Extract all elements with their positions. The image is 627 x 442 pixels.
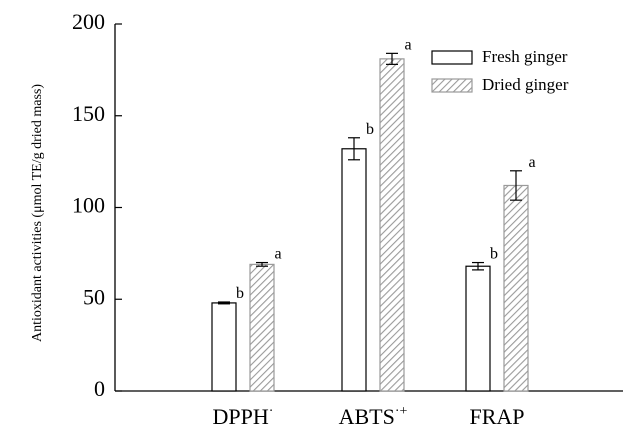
y-tick-label: 50 [83,284,105,309]
significance-letter: b [490,246,498,263]
bar-dried [249,263,275,392]
y-tick-label: 100 [72,193,105,218]
significance-letter: a [528,154,535,171]
category-label: ABTS·+ [339,404,408,429]
bar-fresh [341,148,367,392]
significance-letter: a [274,246,281,263]
category-label: FRAP [469,404,524,429]
legend-swatch-dried [431,78,473,93]
category-label-base: DPPH [213,404,269,429]
category-label-superscript: ·+ [395,404,408,419]
y-tick-label: 0 [94,376,105,401]
y-tick-label: 150 [72,101,105,126]
bar-dried [379,58,405,392]
y-tick-label: 200 [72,9,105,34]
bar-fresh [211,302,237,392]
category-label: DPPH· [213,404,274,429]
legend-swatch-fresh [431,50,473,65]
y-axis-label: Antioxidant activities (μmol TE/g dried … [30,84,45,342]
significance-letter: b [366,121,374,138]
category-label-base: FRAP [469,404,524,429]
legend-label: Fresh ginger [482,47,568,66]
category-label-base: ABTS [339,404,395,429]
bar-fresh [465,265,491,392]
bar-dried [503,184,529,392]
category-label-superscript: · [269,404,274,419]
legend-label: Dried ginger [482,75,569,94]
plot-area: 0 50 100 150 200 b b b a a a DPPH· ABTS·+ FRAP Fresh g… [72,9,623,429]
significance-letter: b [236,285,244,302]
significance-letter: a [404,36,411,53]
